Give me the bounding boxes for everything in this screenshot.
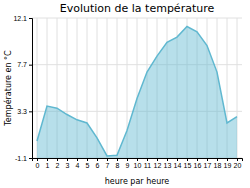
y-tick-mark	[29, 111, 32, 112]
x-tick-mark	[237, 158, 238, 161]
x-tick-label: 20	[234, 162, 242, 169]
x-tick-mark	[227, 158, 228, 161]
x-tick: 1	[46, 158, 50, 169]
x-tick-mark	[217, 158, 218, 161]
x-tick-mark	[107, 158, 108, 161]
y-tick-mark	[29, 18, 32, 19]
x-axis-line	[33, 159, 243, 162]
y-tick: -1.1	[15, 155, 32, 162]
y-tick-label: 7.7	[17, 61, 27, 68]
x-tick-mark	[67, 158, 68, 161]
x-tick-label: 15	[184, 162, 192, 169]
x-axis-title: heure par heure	[105, 177, 170, 186]
x-tick-label: 12	[154, 162, 162, 169]
y-tick: 7.7	[17, 61, 32, 68]
y-axis-line	[29, 19, 33, 159]
area	[37, 26, 237, 158]
x-tick: 16	[194, 158, 202, 169]
x-tick-mark	[197, 158, 198, 161]
x-tick-mark	[97, 158, 98, 161]
x-tick-label: 0	[36, 162, 40, 169]
x-tick: 14	[174, 158, 182, 169]
x-tick: 18	[214, 158, 222, 169]
x-tick: 6	[96, 158, 100, 169]
x-tick-label: 7	[106, 162, 110, 169]
x-tick: 2	[56, 158, 60, 169]
y-tick: 3.3	[17, 108, 32, 115]
x-axis: 01234567891011121314151617181920	[33, 158, 243, 169]
x-tick: 10	[134, 158, 142, 169]
x-tick-mark	[177, 158, 178, 161]
y-tick-label: -1.1	[15, 155, 27, 162]
x-tick-label: 5	[86, 162, 90, 169]
x-tick-mark	[127, 158, 128, 161]
chart: 01234567891011121314151617181920-1.13.37…	[0, 0, 250, 188]
grid	[32, 18, 242, 158]
x-grid-line	[117, 18, 118, 158]
x-tick-label: 8	[116, 162, 120, 169]
x-tick-label: 19	[224, 162, 232, 169]
x-tick-label: 2	[56, 162, 60, 169]
x-grid-line	[37, 18, 38, 158]
x-tick-mark	[37, 158, 38, 161]
x-tick-label: 11	[144, 162, 151, 169]
title: Evolution de la température	[60, 2, 215, 15]
y-tick-label: 3.3	[17, 108, 27, 115]
x-tick-label: 9	[126, 162, 130, 169]
x-tick-mark	[117, 158, 118, 161]
y-tick: 12.1	[13, 15, 32, 22]
x-tick-label: 16	[194, 162, 202, 169]
x-tick: 5	[86, 158, 90, 169]
x-tick-mark	[157, 158, 158, 161]
y-axis-title: Température en °C	[3, 50, 13, 127]
y-axis: -1.1 3.3 7.7 12.1	[13, 15, 32, 162]
x-tick-mark	[47, 158, 48, 161]
x-tick-label: 17	[204, 162, 212, 169]
x-tick-mark	[167, 158, 168, 161]
x-tick-label: 14	[174, 162, 182, 169]
marks	[37, 26, 237, 158]
x-tick-mark	[87, 158, 88, 161]
x-tick: 15	[184, 158, 192, 169]
x-tick: 7	[106, 158, 110, 169]
x-tick-label: 13	[164, 162, 172, 169]
y-tick-mark	[29, 65, 32, 66]
x-tick: 0	[36, 158, 40, 169]
x-tick-label: 4	[76, 162, 80, 169]
y-tick-mark	[29, 158, 32, 159]
x-tick-mark	[77, 158, 78, 161]
x-tick-mark	[137, 158, 138, 161]
x-tick: 20	[234, 158, 242, 169]
x-tick-mark	[147, 158, 148, 161]
x-tick: 17	[204, 158, 212, 169]
y-tick-label: 12.1	[13, 15, 27, 22]
x-tick-mark	[187, 158, 188, 161]
x-tick: 3	[66, 158, 70, 169]
x-tick: 19	[224, 158, 232, 169]
x-tick: 8	[116, 158, 120, 169]
x-tick-label: 6	[96, 162, 100, 169]
plot: 01234567891011121314151617181920-1.13.37…	[13, 15, 242, 169]
x-tick: 11	[144, 158, 151, 169]
x-tick-label: 18	[214, 162, 222, 169]
x-tick-label: 3	[66, 162, 70, 169]
x-tick-mark	[207, 158, 208, 161]
x-tick: 13	[164, 158, 172, 169]
line	[37, 26, 237, 155]
x-tick-label: 1	[46, 162, 50, 169]
x-tick: 9	[126, 158, 130, 169]
x-tick-label: 10	[134, 162, 142, 169]
x-grid-line	[107, 18, 108, 158]
x-tick: 12	[154, 158, 162, 169]
x-tick-mark	[57, 158, 58, 161]
x-tick: 4	[76, 158, 80, 169]
